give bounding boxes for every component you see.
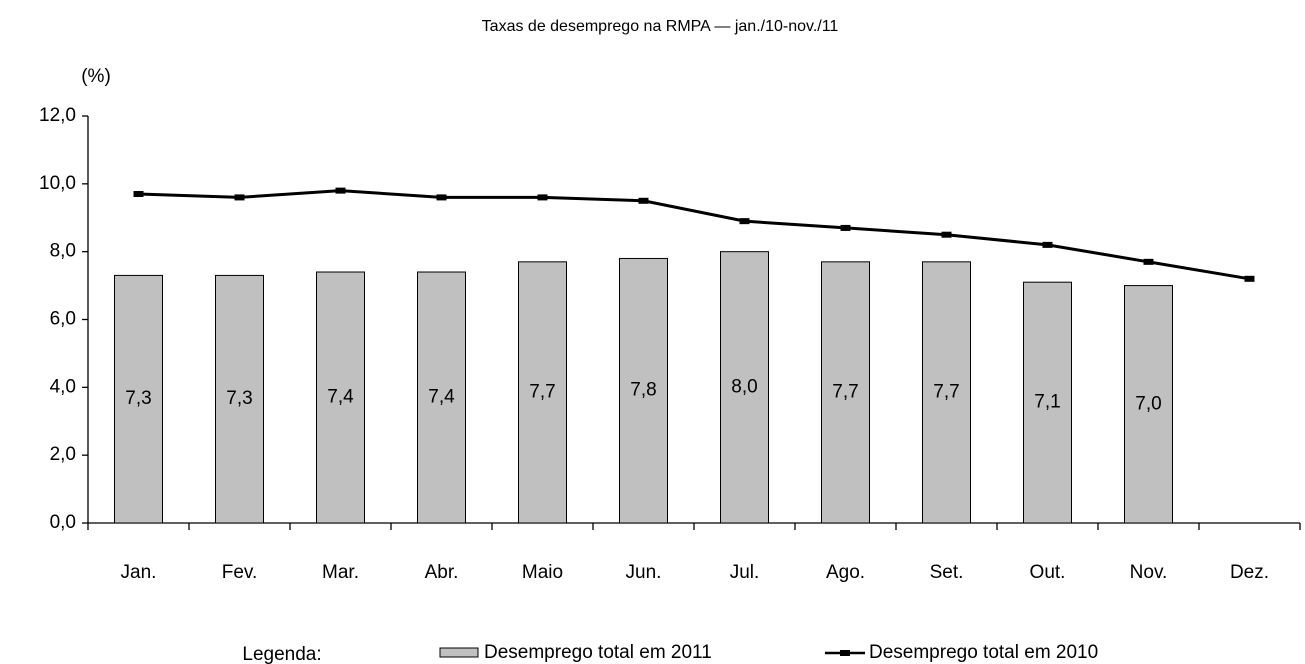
bar [1124, 285, 1173, 524]
x-tick-label: Set. [930, 562, 964, 583]
y-tick-label: 6,0 [50, 309, 76, 330]
bar [720, 251, 769, 524]
bar [316, 271, 365, 524]
legend-entry: Desemprego total em 2011 [484, 642, 712, 663]
value-label: 7,7 [933, 381, 959, 402]
legend-swatch [439, 647, 479, 658]
x-tick-label: Jul. [730, 562, 760, 583]
line-marker [234, 194, 245, 201]
legend-entry: Desemprego total em 2010 [869, 642, 1098, 663]
bar [619, 257, 668, 524]
line-marker [436, 194, 447, 201]
x-tick-label: Jan. [121, 562, 157, 583]
x-tick-label: Maio [522, 562, 563, 583]
legend-marker [840, 650, 850, 656]
value-label: 7,0 [1135, 393, 1161, 414]
bar [114, 274, 163, 524]
bar [821, 261, 870, 524]
x-tick-label: Abr. [425, 562, 459, 583]
legend-label: Legenda: [242, 644, 321, 664]
y-tick-label: 0,0 [50, 512, 76, 533]
value-label: 8,0 [731, 376, 757, 397]
value-label: 7,3 [226, 388, 252, 409]
value-label: 7,4 [428, 387, 455, 408]
value-label: 7,7 [832, 381, 858, 402]
line-marker [1042, 241, 1053, 248]
chart-title: Taxas de desemprego na RMPA — jan./10-no… [482, 18, 839, 35]
x-tick-label: Jun. [626, 562, 662, 583]
x-tick-label: Ago. [826, 562, 865, 583]
value-label: 7,8 [630, 380, 656, 401]
y-tick-label: 2,0 [50, 444, 76, 465]
line-marker [638, 197, 649, 204]
value-label: 7,1 [1034, 392, 1060, 413]
y-tick-label: 4,0 [50, 376, 76, 397]
x-tick-label: Mar. [322, 562, 359, 583]
x-tick-label: Out. [1030, 562, 1066, 583]
bar [922, 261, 971, 524]
bar [417, 271, 466, 524]
bar [1023, 281, 1072, 524]
line-marker [1143, 258, 1154, 265]
line-marker [840, 224, 851, 231]
line [138, 189, 1250, 281]
value-label: 7,4 [327, 387, 354, 408]
x-tick-label: Dez. [1230, 562, 1269, 583]
bar [215, 274, 264, 524]
y-tick-label: 10,0 [39, 173, 76, 194]
line-marker [133, 191, 144, 198]
y-tick-label: 8,0 [50, 241, 76, 262]
x-tick-label: Fev. [222, 562, 258, 583]
line-marker [335, 187, 346, 194]
value-label: 7,3 [125, 388, 151, 409]
line-marker [941, 231, 952, 238]
bar [518, 261, 567, 524]
value-label: 7,7 [529, 381, 555, 402]
y-axis-label: (%) [81, 66, 111, 87]
y-tick-label: 12,0 [39, 105, 76, 126]
x-tick-label: Nov. [1130, 562, 1168, 583]
line-marker [739, 218, 750, 225]
line-marker [1244, 275, 1255, 282]
line-marker [537, 194, 548, 201]
